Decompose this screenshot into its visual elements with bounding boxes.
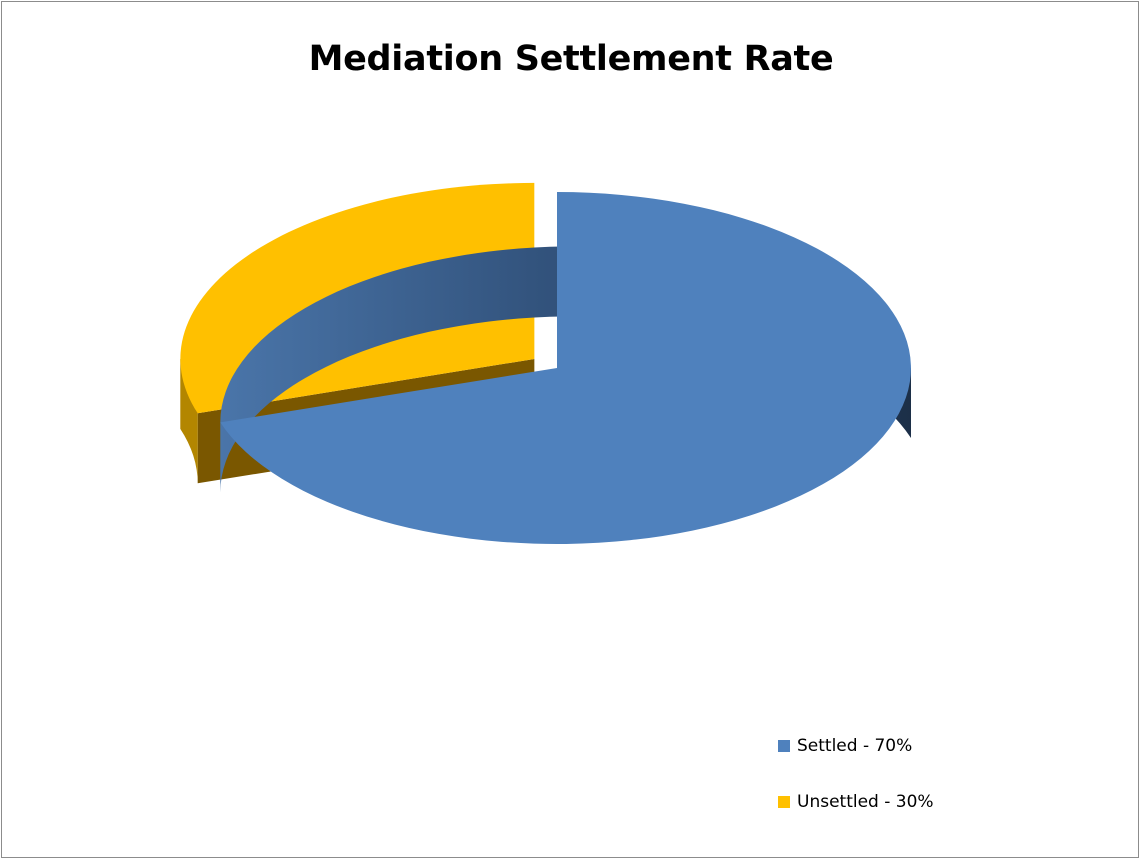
pie-slice-settled-top — [220, 192, 911, 545]
pie-slice-settled — [220, 192, 912, 545]
legend-swatch-unsettled — [778, 796, 790, 808]
legend-swatch-settled — [778, 740, 790, 752]
legend-label-settled: Settled - 70% — [797, 736, 913, 756]
chart-title: Mediation Settlement Rate — [308, 39, 834, 79]
legend-label-unsettled: Unsettled - 30% — [797, 792, 934, 812]
